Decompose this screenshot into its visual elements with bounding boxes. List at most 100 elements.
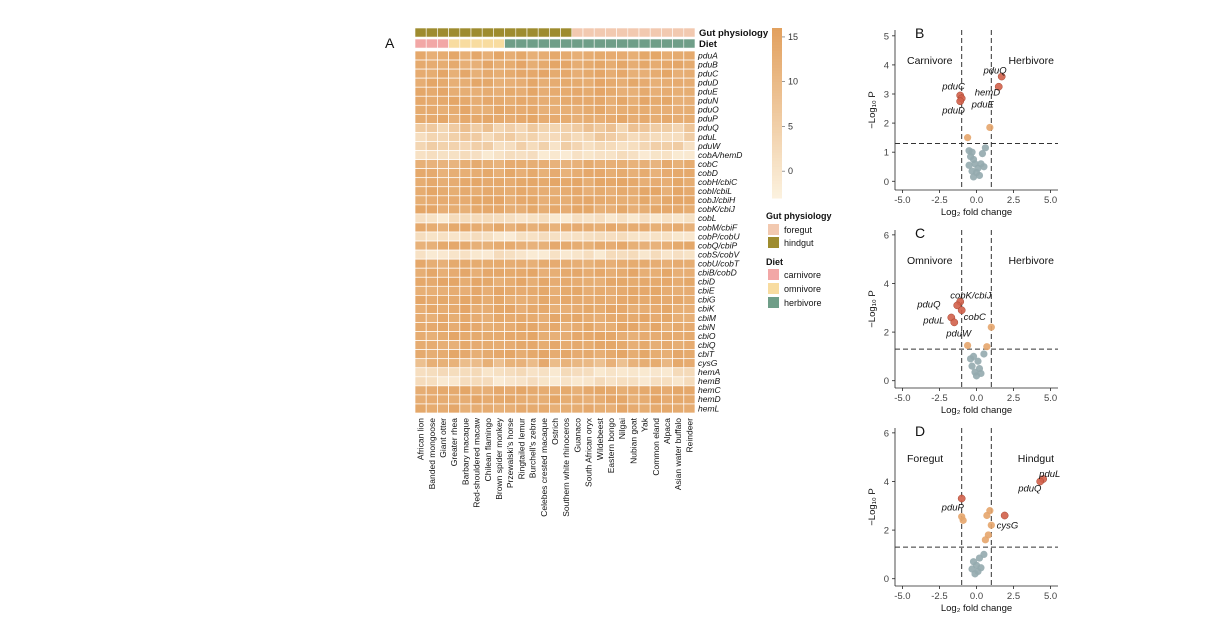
heatmap-cell xyxy=(638,68,651,79)
heatmap-cell xyxy=(560,304,573,314)
heatmap-cell xyxy=(661,68,673,79)
species-column-label: Nubian goat xyxy=(628,417,638,463)
gene-label: pduD xyxy=(941,105,965,116)
heatmap-cell xyxy=(481,186,494,197)
heatmap-cell xyxy=(605,95,617,106)
heatmap-cell xyxy=(661,159,673,170)
heatmap-cell xyxy=(470,159,483,170)
heatmap-cell xyxy=(683,186,696,197)
heatmap-cell xyxy=(515,295,528,305)
heatmap-cell xyxy=(425,213,438,224)
heatmap-cell xyxy=(605,394,617,405)
diet-band-cell xyxy=(649,38,662,49)
heatmap-cell xyxy=(481,231,494,242)
heatmap-cell xyxy=(493,240,505,251)
color-scale-segment xyxy=(772,186,782,190)
volcano-point-ns xyxy=(966,355,975,363)
heatmap-cell xyxy=(414,141,427,151)
heatmap-cell xyxy=(571,276,584,287)
heatmap-cell xyxy=(448,295,461,305)
heatmap-cell xyxy=(437,177,449,188)
heatmap-cell xyxy=(593,322,606,332)
heatmap-cell xyxy=(537,186,550,197)
heatmap-cell xyxy=(672,322,685,332)
heatmap-cell xyxy=(582,403,595,414)
heatmap-cell xyxy=(616,159,629,170)
heatmap-cell xyxy=(571,141,584,151)
color-scale-segment xyxy=(772,36,782,40)
color-scale-bar: 0 5 10 15 xyxy=(772,28,798,199)
heatmap-cell xyxy=(605,385,617,396)
heatmap-cell xyxy=(448,104,461,115)
heatmap-cell xyxy=(481,213,494,224)
heatmap-cell xyxy=(638,77,651,88)
heatmap-cell xyxy=(571,150,584,160)
heatmap-cell xyxy=(504,231,517,242)
heatmap-cell xyxy=(537,403,550,414)
color-scale-segment xyxy=(772,147,782,151)
gut-band-cell xyxy=(537,27,550,38)
heatmap-cell xyxy=(571,285,584,296)
heatmap-cell xyxy=(537,50,550,61)
heatmap-cell xyxy=(448,231,461,242)
heatmap-cell xyxy=(481,50,494,61)
color-scale-segment xyxy=(772,70,782,74)
heatmap-cell xyxy=(526,276,539,287)
heatmap-cell xyxy=(425,77,438,88)
heatmap-cell xyxy=(571,168,584,179)
heatmap-cell xyxy=(515,231,528,242)
heatmap-cell xyxy=(425,231,438,242)
heatmap-cell xyxy=(593,68,606,79)
heatmap-cell xyxy=(549,349,561,360)
heatmap-cell xyxy=(537,150,550,160)
heatmap-cell xyxy=(481,304,494,314)
heatmap-cell xyxy=(537,394,550,405)
heatmap-cell xyxy=(504,304,517,314)
gut-band-cell xyxy=(481,27,494,38)
heatmap-cell xyxy=(672,231,685,242)
heatmap-cell xyxy=(504,358,517,369)
heatmap-cell xyxy=(459,349,472,360)
heatmap-cell xyxy=(414,394,427,405)
gene-row-label: cobL xyxy=(698,213,717,223)
heatmap-cell xyxy=(627,177,640,188)
heatmap-cell xyxy=(481,376,494,387)
group-label-right: Herbivore xyxy=(1008,255,1054,267)
color-scale-segment xyxy=(772,172,782,176)
heatmap-cell xyxy=(605,367,617,378)
heatmap-cell xyxy=(470,403,483,414)
heatmap-cell xyxy=(638,340,651,351)
volcano-point-fc xyxy=(987,521,995,529)
x-tick-label: 0.0 xyxy=(970,591,983,602)
heatmap-cell xyxy=(582,195,595,206)
heatmap-cell xyxy=(638,159,651,170)
heatmap-cell xyxy=(683,113,696,124)
heatmap-cell xyxy=(448,285,461,296)
heatmap-cell xyxy=(470,231,483,242)
heatmap-cell xyxy=(437,222,449,233)
diet-band-cell xyxy=(515,38,528,49)
heatmap-cell xyxy=(582,150,595,160)
heatmap-cell xyxy=(493,204,505,215)
heatmap-cell xyxy=(459,195,472,206)
heatmap-cell xyxy=(493,186,505,197)
heatmap-cell xyxy=(627,86,640,97)
heatmap-cell xyxy=(661,231,673,242)
heatmap-cell xyxy=(481,222,494,233)
gene-label: pduW xyxy=(945,328,972,339)
heatmap-cell xyxy=(593,367,606,378)
heatmap-cell xyxy=(414,95,427,106)
heatmap-cell xyxy=(481,276,494,287)
heatmap-cell xyxy=(414,331,427,341)
heatmap-cell xyxy=(470,367,483,378)
gene-row-label: pduO xyxy=(697,105,719,115)
heatmap-cell xyxy=(672,385,685,396)
color-scale-segment xyxy=(772,30,782,35)
heatmap-cell xyxy=(593,276,606,287)
volcano-point-ns xyxy=(981,144,989,152)
heatmap-cell xyxy=(515,132,528,142)
heatmap-cell xyxy=(414,132,427,142)
heatmap-cell xyxy=(493,123,505,133)
heatmap-cell xyxy=(605,132,617,142)
heatmap-cell xyxy=(549,113,561,124)
